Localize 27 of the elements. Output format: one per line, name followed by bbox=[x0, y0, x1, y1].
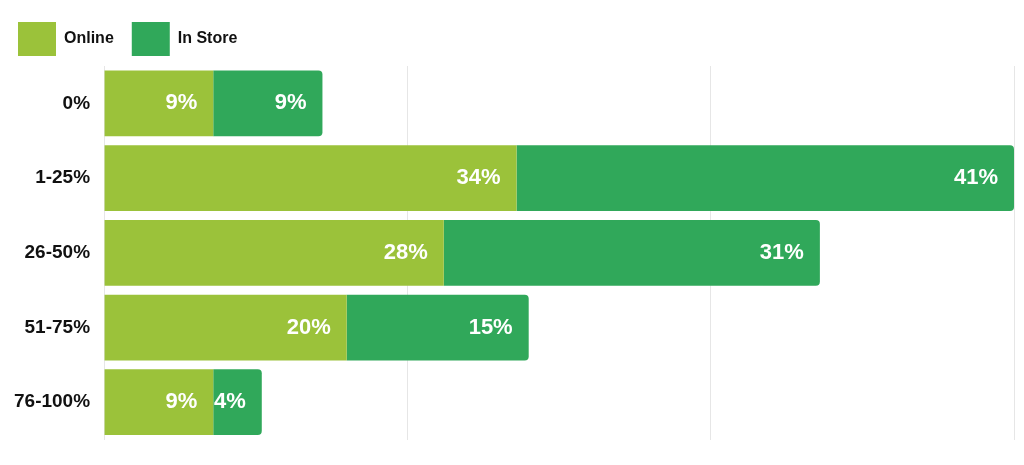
data-label: 15% bbox=[468, 313, 513, 339]
bar bbox=[104, 369, 214, 436]
data-label: 34% bbox=[456, 164, 501, 190]
y-tick-label: 1-25% bbox=[35, 166, 91, 188]
bar bbox=[104, 145, 517, 211]
legend-label: Online bbox=[64, 29, 114, 47]
data-label: 9% bbox=[274, 89, 307, 115]
y-tick-label: 76-100% bbox=[13, 390, 91, 412]
data-label: 9% bbox=[165, 89, 198, 115]
bar bbox=[346, 294, 529, 361]
y-tick-label: 0% bbox=[62, 91, 91, 113]
data-label: 28% bbox=[383, 238, 428, 264]
data-label: 20% bbox=[286, 313, 331, 339]
legend-label: In Store bbox=[177, 29, 238, 47]
data-label: 31% bbox=[759, 238, 804, 264]
bar bbox=[104, 294, 347, 361]
bar bbox=[443, 219, 820, 286]
bar bbox=[104, 70, 214, 137]
data-label: 9% bbox=[165, 388, 198, 414]
data-label: 41% bbox=[953, 164, 998, 190]
bar bbox=[516, 145, 1014, 211]
y-tick-label: 26-50% bbox=[24, 241, 91, 263]
bar bbox=[104, 219, 444, 286]
data-label: 4% bbox=[213, 388, 246, 414]
bar bbox=[213, 369, 262, 436]
y-tick-label: 51-75% bbox=[24, 315, 91, 337]
bar bbox=[213, 70, 323, 137]
